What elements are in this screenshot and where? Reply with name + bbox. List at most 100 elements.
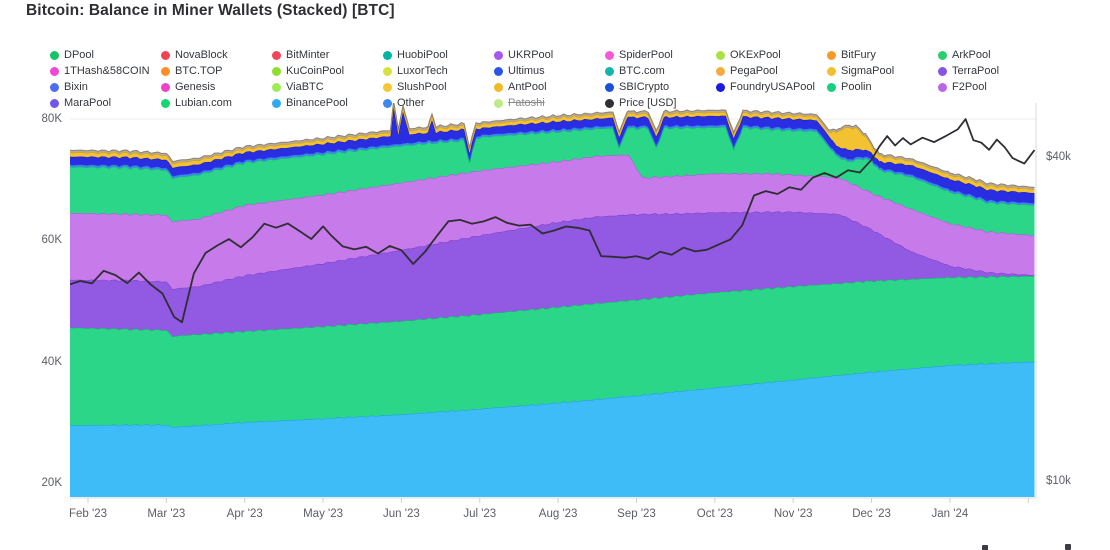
legend-label: SBICrypto [619, 81, 670, 93]
legend-swatch-icon [605, 66, 614, 76]
legend-swatch-icon [605, 82, 614, 92]
legend-label: SlushPool [397, 81, 447, 93]
legend-swatch-icon [383, 50, 392, 60]
legend-item-kucoinpool[interactable]: KuCoinPool [272, 64, 344, 78]
area-binancepool [70, 361, 1035, 497]
legend-label: ViaBTC [286, 81, 324, 93]
legend-swatch-icon [383, 98, 392, 108]
legend-item-pegapool[interactable]: PegaPool [716, 64, 778, 78]
legend-swatch-icon [605, 50, 614, 60]
legend-label: PegaPool [730, 65, 778, 77]
legend-label: MaraPool [64, 97, 112, 109]
legend-item-foundryusapool[interactable]: FoundryUSAPool [716, 80, 815, 94]
legend-swatch-icon [383, 82, 392, 92]
x-axis-label-dec-23: Dec '23 [852, 508, 891, 520]
legend-item-ukrpool[interactable]: UKRPool [494, 48, 553, 62]
legend-label: Other [397, 97, 425, 109]
area-poolin [70, 126, 1035, 236]
legend-label: BitMinter [286, 49, 330, 61]
legend-label: KuCoinPool [286, 65, 345, 77]
legend-swatch-icon [716, 50, 725, 60]
x-axis-label-jun-23: Jun '23 [383, 508, 420, 520]
price-usd-line [70, 118, 1036, 324]
legend-item-novablock[interactable]: NovaBlock [161, 48, 228, 62]
legend-item-arkpool[interactable]: ArkPool [938, 48, 991, 62]
legend-item-patoshi[interactable]: Patoshi [494, 96, 545, 110]
legend-swatch-icon [938, 82, 947, 92]
legend-item-other[interactable]: Other [383, 96, 425, 110]
legend-item-slushpool[interactable]: SlushPool [383, 80, 447, 94]
x-axis-label-nov-23: Nov '23 [773, 508, 813, 520]
legend-item-antpool[interactable]: AntPool [494, 80, 547, 94]
legend-label: Bixin [64, 81, 88, 93]
legend-item-dpool[interactable]: DPool [50, 48, 94, 62]
watermark-fragment-0 [982, 545, 988, 550]
legend-item-bixin[interactable]: Bixin [50, 80, 88, 94]
legend-swatch-icon [50, 66, 59, 76]
area-lubian-com [70, 276, 1035, 428]
legend-swatch-icon [494, 66, 503, 76]
legend-label: LuxorTech [397, 65, 448, 77]
legend-swatch-icon [494, 82, 503, 92]
y-axis-right-label-10k: $10k [1046, 475, 1071, 487]
legend-item-btc-com[interactable]: BTC.com [605, 64, 665, 78]
legend-swatch-icon [161, 66, 170, 76]
legend-swatch-icon [827, 66, 836, 76]
legend-item-luxortech[interactable]: LuxorTech [383, 64, 448, 78]
legend-label: Price [USD] [619, 97, 677, 109]
legend-item-ultimus[interactable]: Ultimus [494, 64, 545, 78]
legend-label: F2Pool [952, 81, 987, 93]
legend-item-f2pool[interactable]: F2Pool [938, 80, 987, 94]
legend-item-terrapool[interactable]: TerraPool [938, 64, 999, 78]
legend-item-bitfury[interactable]: BitFury [827, 48, 876, 62]
legend-item-huobipool[interactable]: HuobiPool [383, 48, 448, 62]
legend-item-poolin[interactable]: Poolin [827, 80, 872, 94]
legend-item-sbicrypto[interactable]: SBICrypto [605, 80, 669, 94]
legend-swatch-icon [272, 66, 281, 76]
legend-item-1thash-58coin[interactable]: 1THash&58COIN [50, 64, 150, 78]
legend-swatch-icon [827, 50, 836, 60]
legend-item-btc-top[interactable]: BTC.TOP [161, 64, 222, 78]
legend-swatch-icon [161, 98, 170, 108]
y-axis-left-label-80k: 80K [41, 113, 62, 125]
legend-swatch-icon [161, 82, 170, 92]
area-marapool [70, 211, 1035, 337]
legend-item-price-usd-[interactable]: Price [USD] [605, 96, 676, 110]
legend-swatch-icon [50, 50, 59, 60]
legend-label: FoundryUSAPool [730, 81, 815, 93]
legend-swatch-icon [272, 50, 281, 60]
legend-item-lubian-com[interactable]: Lubian.com [161, 96, 232, 110]
legend-item-binancepool[interactable]: BinancePool [272, 96, 348, 110]
legend-label: Patoshi [508, 97, 545, 109]
x-axis-label-jan-24: Jan '24 [931, 508, 969, 520]
area-antpool [70, 103, 1035, 193]
area-foundryusapool [70, 107, 1035, 204]
legend-swatch-icon [494, 98, 503, 108]
legend-item-marapool[interactable]: MaraPool [50, 96, 111, 110]
legend-swatch-icon [938, 50, 947, 60]
legend-item-bitminter[interactable]: BitMinter [272, 48, 329, 62]
legend-item-sigmapool[interactable]: SigmaPool [827, 64, 894, 78]
y-axis-right-label-40k: $40k [1046, 151, 1071, 163]
legend-label: AntPool [508, 81, 547, 93]
area-edge-other [70, 103, 1035, 188]
legend-item-spiderpool[interactable]: SpiderPool [605, 48, 673, 62]
legend-swatch-icon [272, 82, 281, 92]
legend-label: BinancePool [286, 97, 348, 109]
legend-item-genesis[interactable]: Genesis [161, 80, 215, 94]
legend-swatch-icon [50, 98, 59, 108]
legend-label: DPool [64, 49, 94, 61]
watermark-fragment-1 [1065, 544, 1071, 550]
x-axis-label-aug-23: Aug '23 [538, 508, 578, 520]
legend-swatch-icon [827, 82, 836, 92]
chart-title: Bitcoin: Balance in Miner Wallets (Stack… [26, 2, 395, 19]
legend-label: BTC.TOP [175, 65, 223, 77]
legend-item-viabtc[interactable]: ViaBTC [272, 80, 324, 94]
legend-label: Lubian.com [175, 97, 232, 109]
legend-label: SpiderPool [619, 49, 673, 61]
legend-label: 1THash&58COIN [64, 65, 150, 77]
legend-item-okexpool[interactable]: OKExPool [716, 48, 781, 62]
y-axis-left-label-20k: 20K [41, 476, 62, 489]
